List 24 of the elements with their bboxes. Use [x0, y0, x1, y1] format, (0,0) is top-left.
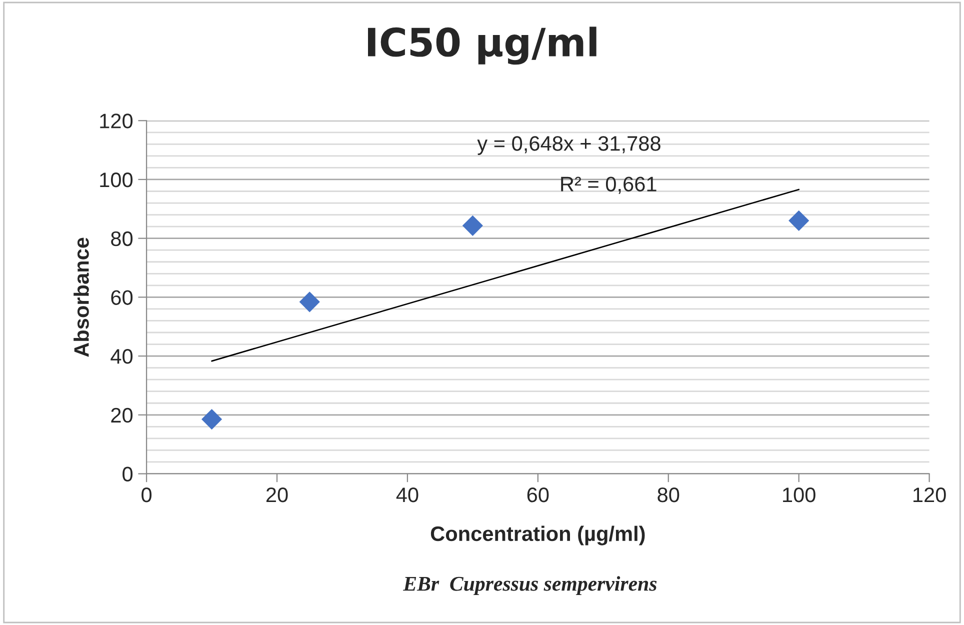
- text: EBr Cupressus sempervirens: [402, 576, 657, 596]
- annotation: R² = 0,661: [561, 176, 656, 194]
- point: [788, 210, 810, 231]
- y-tick-label: 100: [100, 172, 133, 188]
- x-tick-label: 120: [914, 487, 946, 502]
- x-tick-label: 100: [783, 487, 816, 502]
- y-tick-label: 40: [110, 349, 133, 364]
- y-tick-label: 120: [100, 114, 133, 128]
- y-tick-label: 0: [122, 466, 133, 482]
- point: [299, 292, 320, 312]
- x-tick-label: 0: [142, 487, 152, 502]
- y-tick-label: 20: [111, 408, 133, 423]
- x-tick-label: 60: [527, 487, 549, 502]
- y-axis-title: Absorbance: [74, 238, 89, 357]
- x-tick-label: 40: [396, 487, 418, 502]
- annotation: y = 0,648x + 31,788: [477, 136, 660, 155]
- point: [462, 215, 483, 236]
- x-tick-label: 20: [266, 487, 288, 502]
- chart-title: IC50 µg/ml: [368, 26, 596, 65]
- y-tick-label: 60: [111, 290, 133, 305]
- x-tick-label: 80: [658, 487, 680, 502]
- x-axis-title: Concentration (µg/ml): [430, 526, 645, 546]
- y-tick-label: 80: [111, 231, 133, 246]
- point: [201, 409, 222, 430]
